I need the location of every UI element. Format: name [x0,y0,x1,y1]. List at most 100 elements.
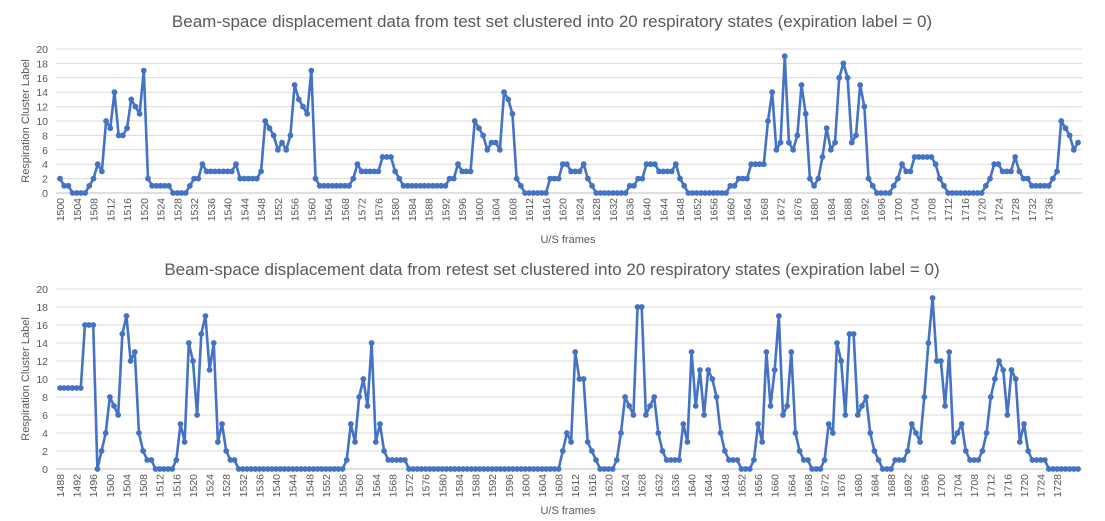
data-point [165,466,171,472]
data-point [928,154,935,160]
data-point [913,430,919,436]
data-point [859,403,865,409]
x-tick-label: 1696 [876,198,888,222]
x-tick-label: 1652 [692,198,704,222]
data-point [605,466,612,472]
y-tick-label: 4 [42,159,48,171]
data-point [463,168,470,175]
data-point [723,190,729,196]
data-point [283,146,290,153]
data-point [827,146,834,153]
data-point [784,403,791,409]
data-point [455,466,462,472]
x-tick-label: 1620 [558,198,570,222]
data-point [937,358,944,364]
data-point [131,349,138,355]
x-tick-label: 1688 [886,474,898,498]
data-point [293,466,300,472]
x-tick-label: 1584 [407,198,419,222]
x-tick-label: 1584 [454,474,466,498]
x-tick-label: 1628 [637,474,649,498]
data-point [228,168,235,175]
data-point [90,175,97,182]
data-point [140,67,147,74]
data-point [347,421,354,427]
data-point [362,168,369,175]
data-point [400,182,407,189]
x-tick-label: 1616 [541,198,553,222]
x-tick-label: 1624 [574,198,586,222]
data-point [710,190,717,196]
x-tick-label: 1492 [72,474,84,498]
data-point [564,161,570,168]
data-point [77,385,84,391]
data-point [844,74,851,81]
data-point [497,466,504,472]
data-point [543,190,549,196]
x-tick-label: 1592 [487,474,499,498]
data-point [982,182,989,189]
data-point [341,182,348,189]
data-point [867,430,874,436]
data-point [212,168,218,175]
data-point [978,190,985,196]
data-point [1066,466,1073,472]
data-point [223,448,230,454]
y-tick-label: 20 [36,284,48,296]
data-point [1021,421,1027,427]
data-point [894,175,901,182]
data-point [730,457,737,463]
x-tick-label: 1676 [792,198,804,222]
data-point [622,394,628,400]
x-tick-label: 1628 [591,198,603,222]
x-tick-label: 1672 [820,474,832,498]
data-point [752,161,759,168]
x-tick-label: 1648 [675,198,687,222]
data-point [219,421,225,427]
data-point [840,60,847,67]
data-point [908,421,915,427]
data-point [409,182,415,189]
data-point [748,161,755,168]
chart-1-title: Beam-space displacement data from test s… [172,12,932,31]
data-point [995,161,1002,168]
data-point [751,457,757,463]
data-point [331,466,338,472]
data-point [377,421,383,427]
data-point [888,466,894,472]
x-tick-label: 1520 [139,198,151,222]
data-point [1070,466,1077,472]
data-point [813,466,820,472]
y-tick-label: 0 [42,464,48,476]
data-point [94,161,101,168]
data-point [522,466,529,472]
chart-1-x-axis-title: U/S frames [540,234,596,246]
data-point [1016,439,1023,445]
data-point [310,466,317,472]
y-tick-label: 20 [36,44,48,56]
data-point [480,132,487,139]
data-point [489,466,496,472]
data-point [78,190,84,196]
data-point [245,175,252,182]
data-point [634,304,641,310]
x-tick-label: 1632 [608,198,620,222]
data-point [140,448,147,454]
data-point [354,161,361,168]
x-tick-label: 1564 [371,474,383,498]
data-point [863,394,869,400]
data-point [576,168,583,175]
data-point [316,182,323,189]
data-point [642,412,649,418]
data-point [1000,367,1007,373]
data-point [393,457,400,463]
data-point [1037,457,1044,463]
data-point [289,466,296,472]
data-point [510,466,516,472]
data-point [601,466,608,472]
data-point [970,190,977,196]
data-point [534,190,541,196]
data-point [269,466,275,472]
data-point [235,466,242,472]
